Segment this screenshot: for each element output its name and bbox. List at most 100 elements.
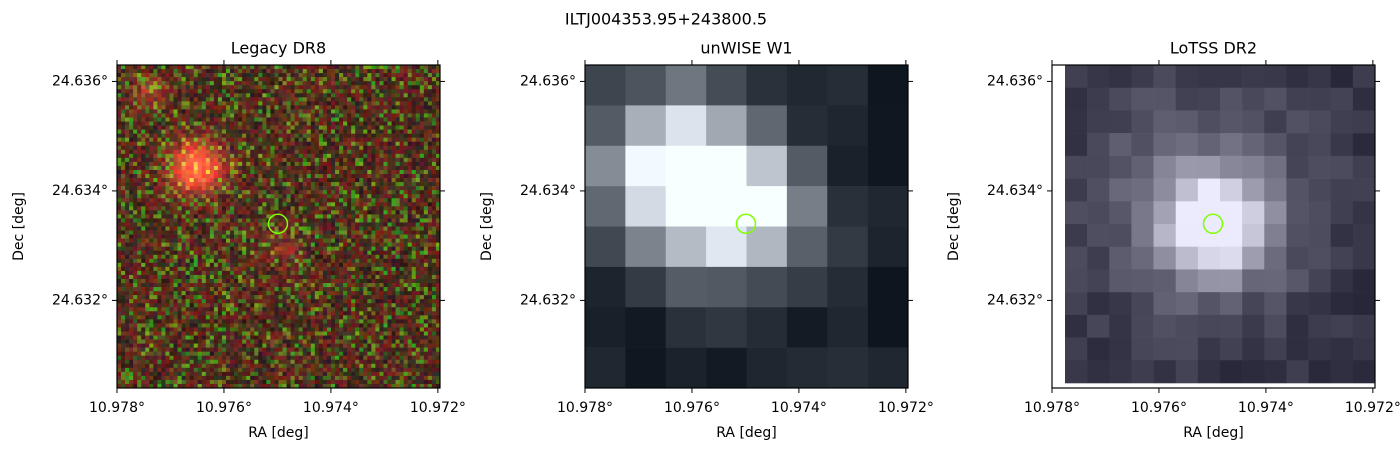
pixel: [141, 299, 146, 304]
pixel: [302, 339, 308, 344]
pixel: [201, 133, 207, 138]
pixel: [242, 117, 247, 122]
pixel: [262, 186, 267, 191]
pixel: [193, 113, 199, 118]
pixel: [262, 254, 267, 260]
pixel: [230, 266, 235, 272]
pixel: [274, 198, 279, 203]
pixel: [254, 149, 259, 155]
pixel: [145, 210, 150, 215]
pixel: [262, 303, 267, 308]
pixel: [197, 101, 203, 106]
pixel: [217, 178, 223, 183]
pixel: [165, 335, 170, 340]
pixel: [310, 214, 316, 219]
pixel: [330, 121, 336, 126]
pixel: [226, 262, 231, 268]
pixel: [266, 194, 271, 199]
pixel: [213, 339, 219, 344]
pixel: [326, 303, 332, 308]
pixel: [193, 73, 199, 78]
pixel: [270, 153, 275, 159]
pixel: [355, 218, 360, 223]
pixel: [274, 218, 279, 223]
pixel: [343, 125, 348, 130]
pixel: [314, 266, 320, 272]
pixel: [359, 81, 364, 86]
pixel: [330, 371, 336, 377]
pixel: [294, 230, 299, 235]
pixel: [274, 331, 279, 336]
pixel: [266, 77, 271, 82]
pixel: [181, 202, 186, 207]
pixel: [335, 367, 340, 373]
pixel: [351, 69, 356, 74]
pixel: [141, 375, 146, 381]
pixel: [335, 141, 340, 147]
pixel: [294, 105, 299, 110]
pixel: [161, 246, 166, 252]
pixel: [302, 178, 308, 183]
pixel: [314, 149, 320, 155]
pixel: [343, 335, 348, 340]
pixel: [314, 129, 320, 134]
pixel: [197, 379, 203, 385]
pixel: [318, 246, 324, 252]
pixel: [246, 85, 251, 90]
pixel: [153, 319, 158, 324]
pixel: [221, 145, 227, 151]
pixel: [335, 161, 340, 167]
pixel: [330, 335, 336, 340]
pixel: [213, 335, 219, 340]
pixel: [238, 73, 243, 78]
pixel: [193, 254, 199, 260]
pixel: [250, 299, 255, 304]
pixel: [161, 125, 166, 130]
pixel: [278, 258, 283, 264]
pixel: [351, 133, 356, 138]
pixel: [306, 73, 312, 78]
pixel: [161, 210, 166, 215]
pixel: [117, 283, 122, 288]
pixel: [189, 182, 195, 187]
pixel: [302, 363, 308, 369]
pixel: [318, 371, 324, 377]
pixel: [359, 359, 364, 365]
pixel: [335, 339, 340, 344]
pixel: [359, 278, 364, 284]
pixel: [137, 190, 142, 195]
pixel: [351, 230, 356, 235]
pixel: [318, 69, 324, 74]
pixel: [246, 299, 251, 304]
pixel: [230, 202, 235, 207]
pixel: [290, 315, 295, 320]
pixel: [318, 97, 324, 102]
pixel: [258, 202, 263, 207]
pixel: [318, 194, 324, 199]
pixel: [137, 89, 142, 94]
pixel: [351, 303, 356, 308]
pixel: [141, 327, 146, 332]
pixel: [310, 274, 316, 280]
pixel: [205, 287, 211, 292]
pixel: [339, 69, 344, 74]
pixel: [161, 198, 166, 203]
pixel: [201, 319, 207, 324]
pixel: [282, 133, 287, 138]
pixel: [125, 117, 130, 122]
pixel: [161, 327, 166, 332]
pixel: [270, 133, 275, 138]
pixel: [347, 254, 352, 260]
pixel: [181, 266, 186, 272]
pixel: [258, 371, 263, 377]
pixel: [133, 335, 138, 340]
pixel: [221, 65, 227, 70]
pixel: [145, 379, 150, 385]
pixel: [141, 182, 146, 187]
pixel: [246, 178, 251, 183]
pixel: [274, 226, 279, 231]
pixel: [363, 307, 368, 312]
pixel: [217, 343, 223, 348]
pixel: [169, 206, 174, 211]
pixel: [351, 202, 356, 207]
